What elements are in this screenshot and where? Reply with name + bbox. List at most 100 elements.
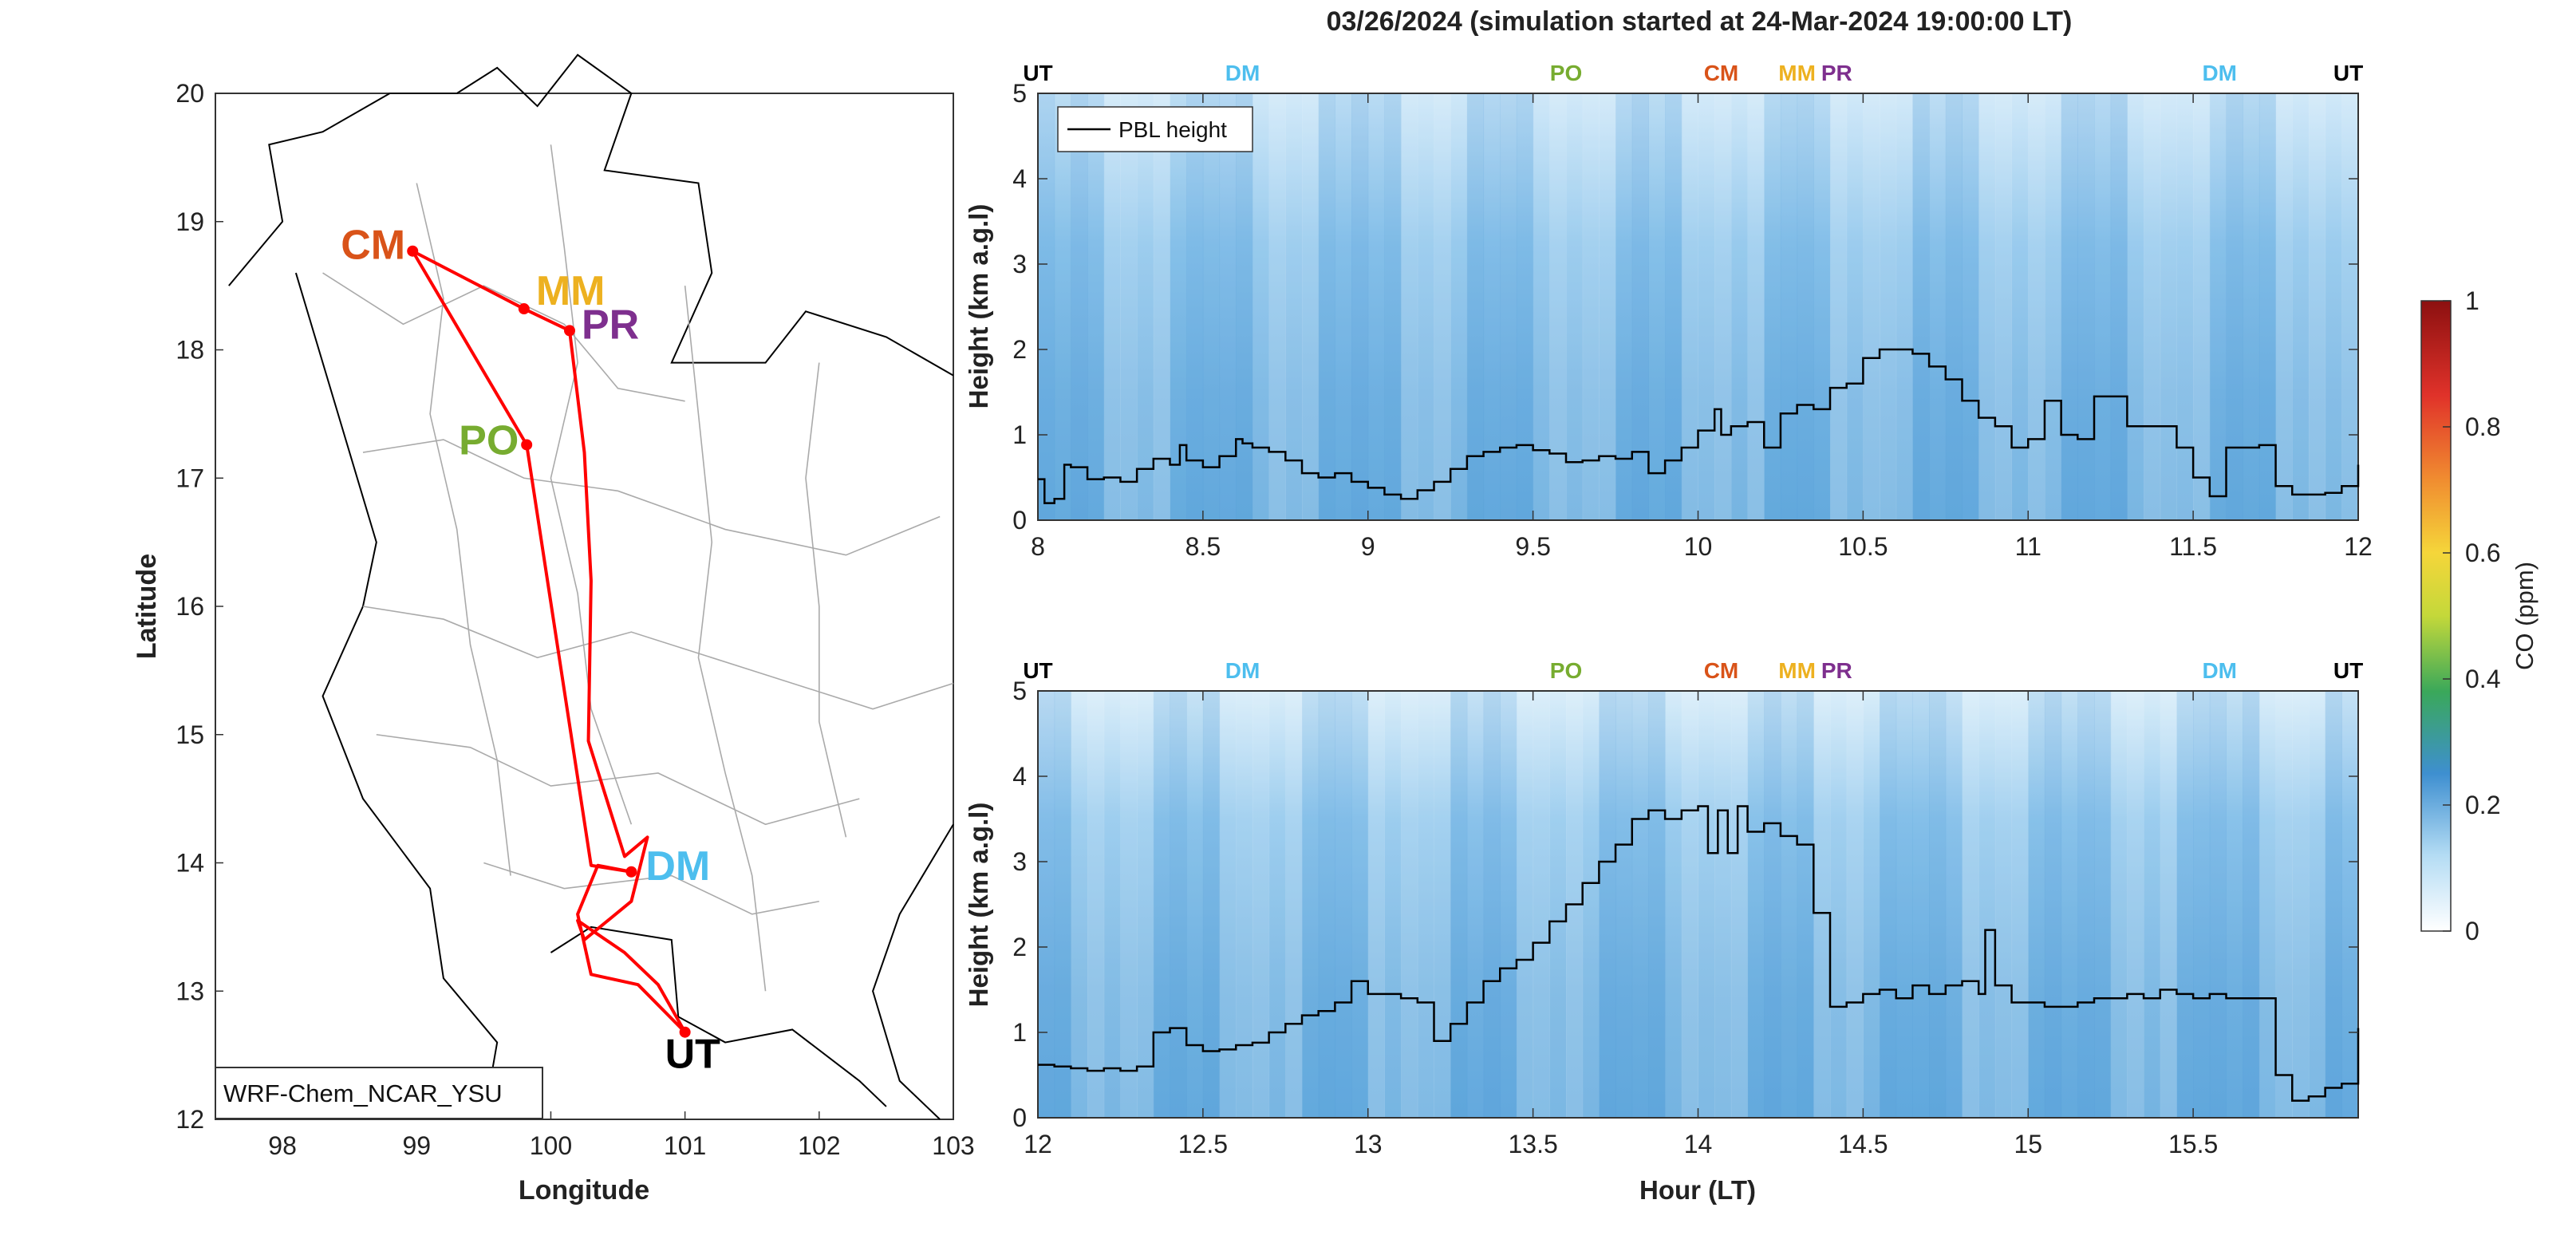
bottom-column-23 bbox=[1417, 691, 1434, 1118]
top-x-tick-label: 10.5 bbox=[1838, 532, 1888, 561]
top-column-31 bbox=[1549, 93, 1567, 520]
top-column-75 bbox=[2275, 93, 2293, 520]
top-station-label-pr: PR bbox=[1821, 61, 1852, 85]
province-line-1 bbox=[362, 439, 941, 556]
colorbar-tick-label: 0.6 bbox=[2465, 539, 2500, 567]
top-column-78 bbox=[2325, 93, 2342, 520]
top-column-15 bbox=[1285, 93, 1303, 520]
top-y-axis-label: Height (km a.g.l) bbox=[964, 204, 993, 409]
bottom-column-48 bbox=[1830, 691, 1848, 1118]
top-column-21 bbox=[1384, 93, 1402, 520]
top-column-66 bbox=[2127, 93, 2144, 520]
bottom-y-tick-label: 4 bbox=[1012, 762, 1027, 791]
top-column-68 bbox=[2160, 93, 2177, 520]
station-label-po: PO bbox=[459, 417, 519, 464]
bottom-y-tick-label: 2 bbox=[1012, 933, 1027, 961]
bottom-column-59 bbox=[2011, 691, 2029, 1118]
bottom-column-36 bbox=[1631, 691, 1649, 1118]
top-column-59 bbox=[2011, 93, 2029, 520]
top-column-70 bbox=[2193, 93, 2211, 520]
top-column-40 bbox=[1698, 93, 1715, 520]
route-layer bbox=[411, 249, 687, 1034]
bottom-column-72 bbox=[2226, 691, 2243, 1118]
drive-route-line bbox=[411, 249, 687, 1034]
bottom-y-ticks: 0 1 2 3 4 5 bbox=[1012, 677, 2358, 1132]
top-station-label-dm: DM bbox=[1225, 61, 1260, 85]
colorbar: 0 0.2 0.4 0.6 0.8 1 CO (ppm) bbox=[2420, 286, 2539, 945]
top-column-13 bbox=[1252, 93, 1270, 520]
bottom-column-70 bbox=[2193, 691, 2211, 1118]
bottom-station-label-ut: UT bbox=[2333, 658, 2363, 683]
bottom-column-21 bbox=[1384, 691, 1402, 1118]
top-column-57 bbox=[1978, 93, 1996, 520]
top-y-tick-label: 4 bbox=[1012, 164, 1027, 193]
bottom-x-tick-label: 14.5 bbox=[1838, 1130, 1888, 1158]
station-marker-po bbox=[521, 439, 533, 451]
province-line-7 bbox=[684, 286, 767, 992]
top-column-9 bbox=[1186, 93, 1204, 520]
top-x-tick-label: 10 bbox=[1684, 532, 1713, 561]
top-column-27 bbox=[1483, 93, 1501, 520]
bottom-column-4 bbox=[1103, 691, 1121, 1118]
bottom-column-56 bbox=[1962, 691, 1979, 1118]
bottom-station-label-cm: CM bbox=[1704, 658, 1739, 683]
top-column-8 bbox=[1170, 93, 1187, 520]
bottom-column-45 bbox=[1780, 691, 1798, 1118]
bottom-column-29 bbox=[1516, 691, 1534, 1118]
station-marker-cm bbox=[407, 245, 419, 257]
figure-title: 03/26/2024 (simulation started at 24-Mar… bbox=[1327, 6, 2073, 37]
bottom-column-25 bbox=[1450, 691, 1468, 1118]
top-column-37 bbox=[1648, 93, 1666, 520]
top-column-79 bbox=[2341, 93, 2359, 520]
bottom-column-60 bbox=[2028, 691, 2045, 1118]
bottom-column-30 bbox=[1533, 691, 1550, 1118]
top-column-16 bbox=[1302, 93, 1320, 520]
bottom-station-label-ut: UT bbox=[1023, 658, 1052, 683]
bottom-x-tick-label: 14 bbox=[1684, 1130, 1713, 1158]
bottom-x-tick-label: 13 bbox=[1354, 1130, 1383, 1158]
top-y-tick-label: 5 bbox=[1012, 79, 1027, 108]
bottom-column-8 bbox=[1170, 691, 1187, 1118]
map-x-tick-label: 102 bbox=[798, 1131, 840, 1160]
top-column-17 bbox=[1318, 93, 1335, 520]
bottom-column-68 bbox=[2160, 691, 2177, 1118]
top-column-44 bbox=[1764, 93, 1781, 520]
province-line-4 bbox=[483, 862, 819, 915]
top-column-42 bbox=[1730, 93, 1749, 520]
bottom-station-label-mm: MM bbox=[1778, 658, 1816, 683]
bottom-column-26 bbox=[1466, 691, 1485, 1118]
bottom-column-27 bbox=[1483, 691, 1501, 1118]
bottom-y-tick-label: 1 bbox=[1012, 1018, 1027, 1047]
top-station-label-po: PO bbox=[1550, 61, 1582, 85]
top-column-73 bbox=[2243, 93, 2260, 520]
bottom-column-24 bbox=[1434, 691, 1451, 1118]
top-column-76 bbox=[2292, 93, 2310, 520]
top-column-64 bbox=[2094, 93, 2112, 520]
bottom-column-79 bbox=[2341, 691, 2359, 1118]
bottom-column-61 bbox=[2044, 691, 2062, 1118]
bottom-column-43 bbox=[1747, 691, 1765, 1118]
top-column-55 bbox=[1945, 93, 1963, 520]
top-x-tick-label: 11 bbox=[2015, 532, 2041, 561]
bottom-station-label-po: PO bbox=[1550, 658, 1582, 683]
top-station-label-dm: DM bbox=[2202, 61, 2237, 85]
bottom-column-39 bbox=[1681, 691, 1698, 1118]
bottom-column-41 bbox=[1714, 691, 1732, 1118]
map-x-tick-label: 100 bbox=[530, 1131, 572, 1160]
bottom-column-1 bbox=[1054, 691, 1071, 1118]
top-station-labels: UT DM PO CM MM PR DM UT bbox=[1023, 61, 2363, 85]
top-column-35 bbox=[1615, 93, 1633, 520]
bottom-heatmap-background bbox=[1038, 691, 2358, 1118]
bottom-y-tick-label: 5 bbox=[1012, 677, 1027, 705]
station-label-mm: MM bbox=[536, 268, 606, 314]
map-legend-text: WRF-Chem_NCAR_YSU bbox=[223, 1079, 503, 1107]
bottom-column-66 bbox=[2127, 691, 2144, 1118]
map-x-ticks: 98 99 100 101 102 103 bbox=[268, 1111, 975, 1160]
colorbar-tick-label: 0.8 bbox=[2465, 412, 2500, 441]
top-column-67 bbox=[2144, 93, 2161, 520]
station-marker-ut bbox=[679, 1026, 691, 1038]
bottom-x-tick-label: 15 bbox=[2014, 1130, 2042, 1158]
bottom-column-53 bbox=[1912, 691, 1930, 1118]
station-label-ut: UT bbox=[665, 1032, 721, 1078]
